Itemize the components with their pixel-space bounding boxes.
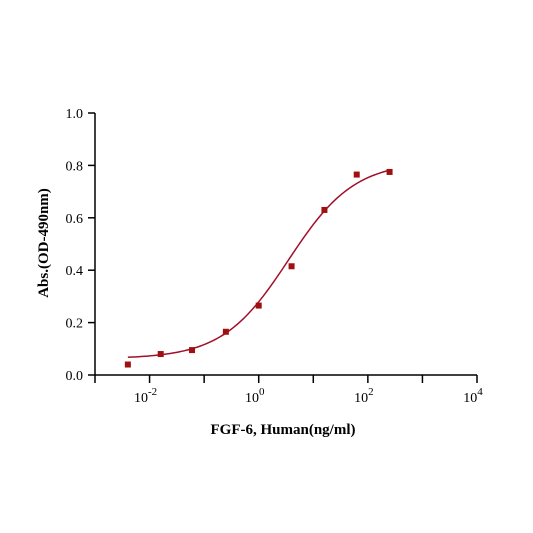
data-point [288, 263, 295, 270]
data-point [222, 328, 229, 335]
x-tick-label: 10-2 [134, 386, 157, 406]
y-tick-label: 0.0 [66, 369, 84, 384]
x-tick-label: 100 [245, 386, 265, 406]
y-tick-label: 0.4 [66, 264, 84, 279]
x-tick-label: 102 [354, 386, 374, 406]
y-tick-label: 0.6 [66, 212, 84, 227]
data-point [321, 206, 328, 213]
data-point [124, 361, 131, 368]
data-point [255, 302, 262, 309]
data-point [157, 351, 164, 358]
y-axis-label: Abs.(OD-490nm) [36, 188, 52, 298]
y-tick-label: 1.0 [66, 107, 84, 122]
data-point [386, 168, 393, 175]
x-tick-label: 104 [463, 386, 483, 406]
x-axis-label: FGF-6, Human(ng/ml) [211, 422, 356, 438]
data-point [353, 171, 360, 178]
fit-curve [127, 169, 390, 359]
data-point [189, 347, 196, 354]
plot-area: 0.0 0.2 0.4 0.6 0.8 1.0 10-2 100 102 104 [66, 107, 484, 406]
y-tick-label: 0.2 [66, 317, 84, 332]
y-tick-label: 0.8 [66, 159, 84, 174]
